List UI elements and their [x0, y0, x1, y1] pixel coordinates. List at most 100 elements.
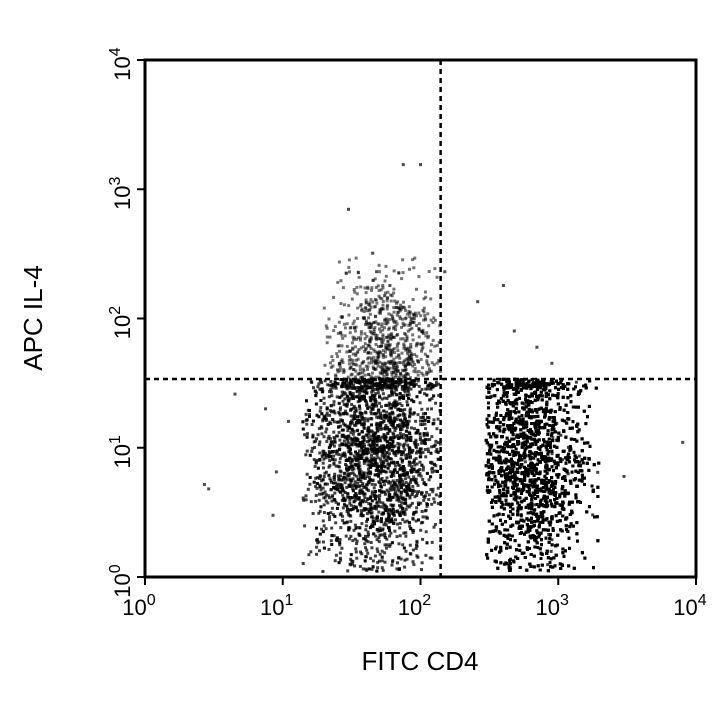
- data-point-2324: [318, 532, 322, 536]
- data-point-2270: [418, 432, 422, 436]
- data-point-2035: [383, 492, 387, 496]
- data-point-2546: [392, 513, 396, 517]
- data-point-406: [397, 499, 401, 503]
- data-point-1579: [333, 472, 337, 476]
- data-point-591: [372, 451, 376, 455]
- data-point-127: [375, 519, 378, 523]
- data-point-1716: [349, 461, 353, 465]
- data-point-277: [320, 527, 324, 531]
- data-point-850: [334, 386, 338, 390]
- data-point-2023: [383, 534, 387, 538]
- data-point-1488: [332, 534, 336, 538]
- data-point-1825: [321, 461, 325, 465]
- data-point-2413: [308, 409, 311, 412]
- data-point-2529: [358, 501, 362, 505]
- data-point-2328: [357, 496, 361, 500]
- data-point-2497: [416, 469, 420, 473]
- data-point-2336: [424, 380, 428, 384]
- data-point-1744: [361, 491, 365, 494]
- data-point-1739: [412, 458, 416, 462]
- data-point-2329: [380, 555, 384, 559]
- data-point-166: [353, 480, 357, 484]
- data-point-2027: [345, 404, 349, 408]
- data-point-1886: [405, 434, 409, 438]
- data-point-1342: [377, 408, 381, 412]
- data-point-2468: [358, 491, 362, 495]
- data-point-803: [320, 432, 324, 436]
- data-point-528: [308, 482, 312, 486]
- data-point-423: [388, 406, 392, 410]
- data-point-692: [378, 494, 382, 497]
- data-point-2442: [377, 383, 381, 387]
- data-point-258: [434, 401, 438, 405]
- data-point-1890: [343, 481, 347, 485]
- data-point-2036: [364, 448, 368, 452]
- data-point-2409: [412, 467, 416, 471]
- data-point-38: [373, 492, 377, 496]
- data-point-2235: [404, 429, 408, 433]
- data-point-2033: [367, 470, 371, 474]
- data-point-2262: [424, 412, 427, 416]
- data-point-854: [363, 419, 367, 423]
- data-point-1565: [376, 456, 380, 460]
- data-point-1537: [380, 435, 384, 439]
- data-point-1324: [416, 501, 420, 505]
- data-point-2259: [326, 512, 330, 515]
- data-point-1613: [348, 423, 352, 427]
- data-point-1662: [393, 405, 397, 409]
- data-point-546: [346, 511, 350, 515]
- data-point-1491: [409, 380, 413, 384]
- data-point-2092: [314, 459, 318, 463]
- data-point-2398: [392, 468, 396, 472]
- data-point-1331: [370, 453, 373, 457]
- data-point-2395: [333, 380, 337, 384]
- data-point-1998: [372, 397, 376, 401]
- data-point-2062: [314, 439, 318, 443]
- data-point-337: [420, 387, 424, 391]
- data-point-1774: [418, 460, 422, 464]
- data-point-2119: [336, 482, 340, 486]
- data-point-2544: [313, 389, 317, 393]
- data-point-343: [414, 440, 418, 444]
- data-point-1630: [349, 514, 353, 518]
- data-point-1838: [399, 504, 403, 508]
- data-point-2177: [348, 484, 352, 488]
- data-point-2278: [354, 492, 358, 496]
- data-point-1576: [340, 546, 344, 550]
- data-point-40: [369, 456, 373, 460]
- data-point-795: [374, 397, 377, 401]
- data-point-1317: [413, 489, 417, 493]
- data-point-1465: [322, 457, 326, 461]
- data-point-2584: [409, 382, 413, 386]
- data-point-2326: [332, 486, 336, 490]
- data-point-2053: [401, 510, 405, 514]
- data-point-1740: [373, 382, 377, 386]
- data-point-419: [417, 473, 421, 477]
- data-point-1943: [332, 454, 335, 458]
- data-point-1545: [373, 446, 376, 450]
- data-point-1572: [365, 488, 369, 492]
- data-point-752: [375, 415, 379, 419]
- data-point-2154: [399, 557, 403, 561]
- data-point-626: [408, 524, 412, 528]
- data-point-469: [380, 549, 384, 553]
- data-point-1357: [402, 445, 406, 449]
- data-point-298: [360, 483, 364, 487]
- data-point-460: [312, 458, 316, 462]
- data-point-1805: [363, 422, 366, 426]
- data-point-2044: [423, 448, 427, 451]
- data-point-2334: [345, 504, 349, 508]
- data-point-1708: [325, 411, 329, 415]
- data-point-2182: [391, 421, 395, 425]
- data-point-1877: [357, 485, 361, 489]
- data-point-1746: [393, 444, 397, 448]
- data-point-2378: [390, 495, 394, 499]
- data-point-1529: [368, 475, 371, 479]
- data-point-1736: [303, 524, 307, 528]
- data-point-2567: [408, 432, 412, 436]
- data-point-1892: [386, 508, 390, 512]
- data-point-880: [377, 480, 381, 484]
- data-point-2263: [407, 460, 411, 464]
- data-point-2253: [366, 380, 370, 384]
- data-point-2293: [327, 473, 331, 477]
